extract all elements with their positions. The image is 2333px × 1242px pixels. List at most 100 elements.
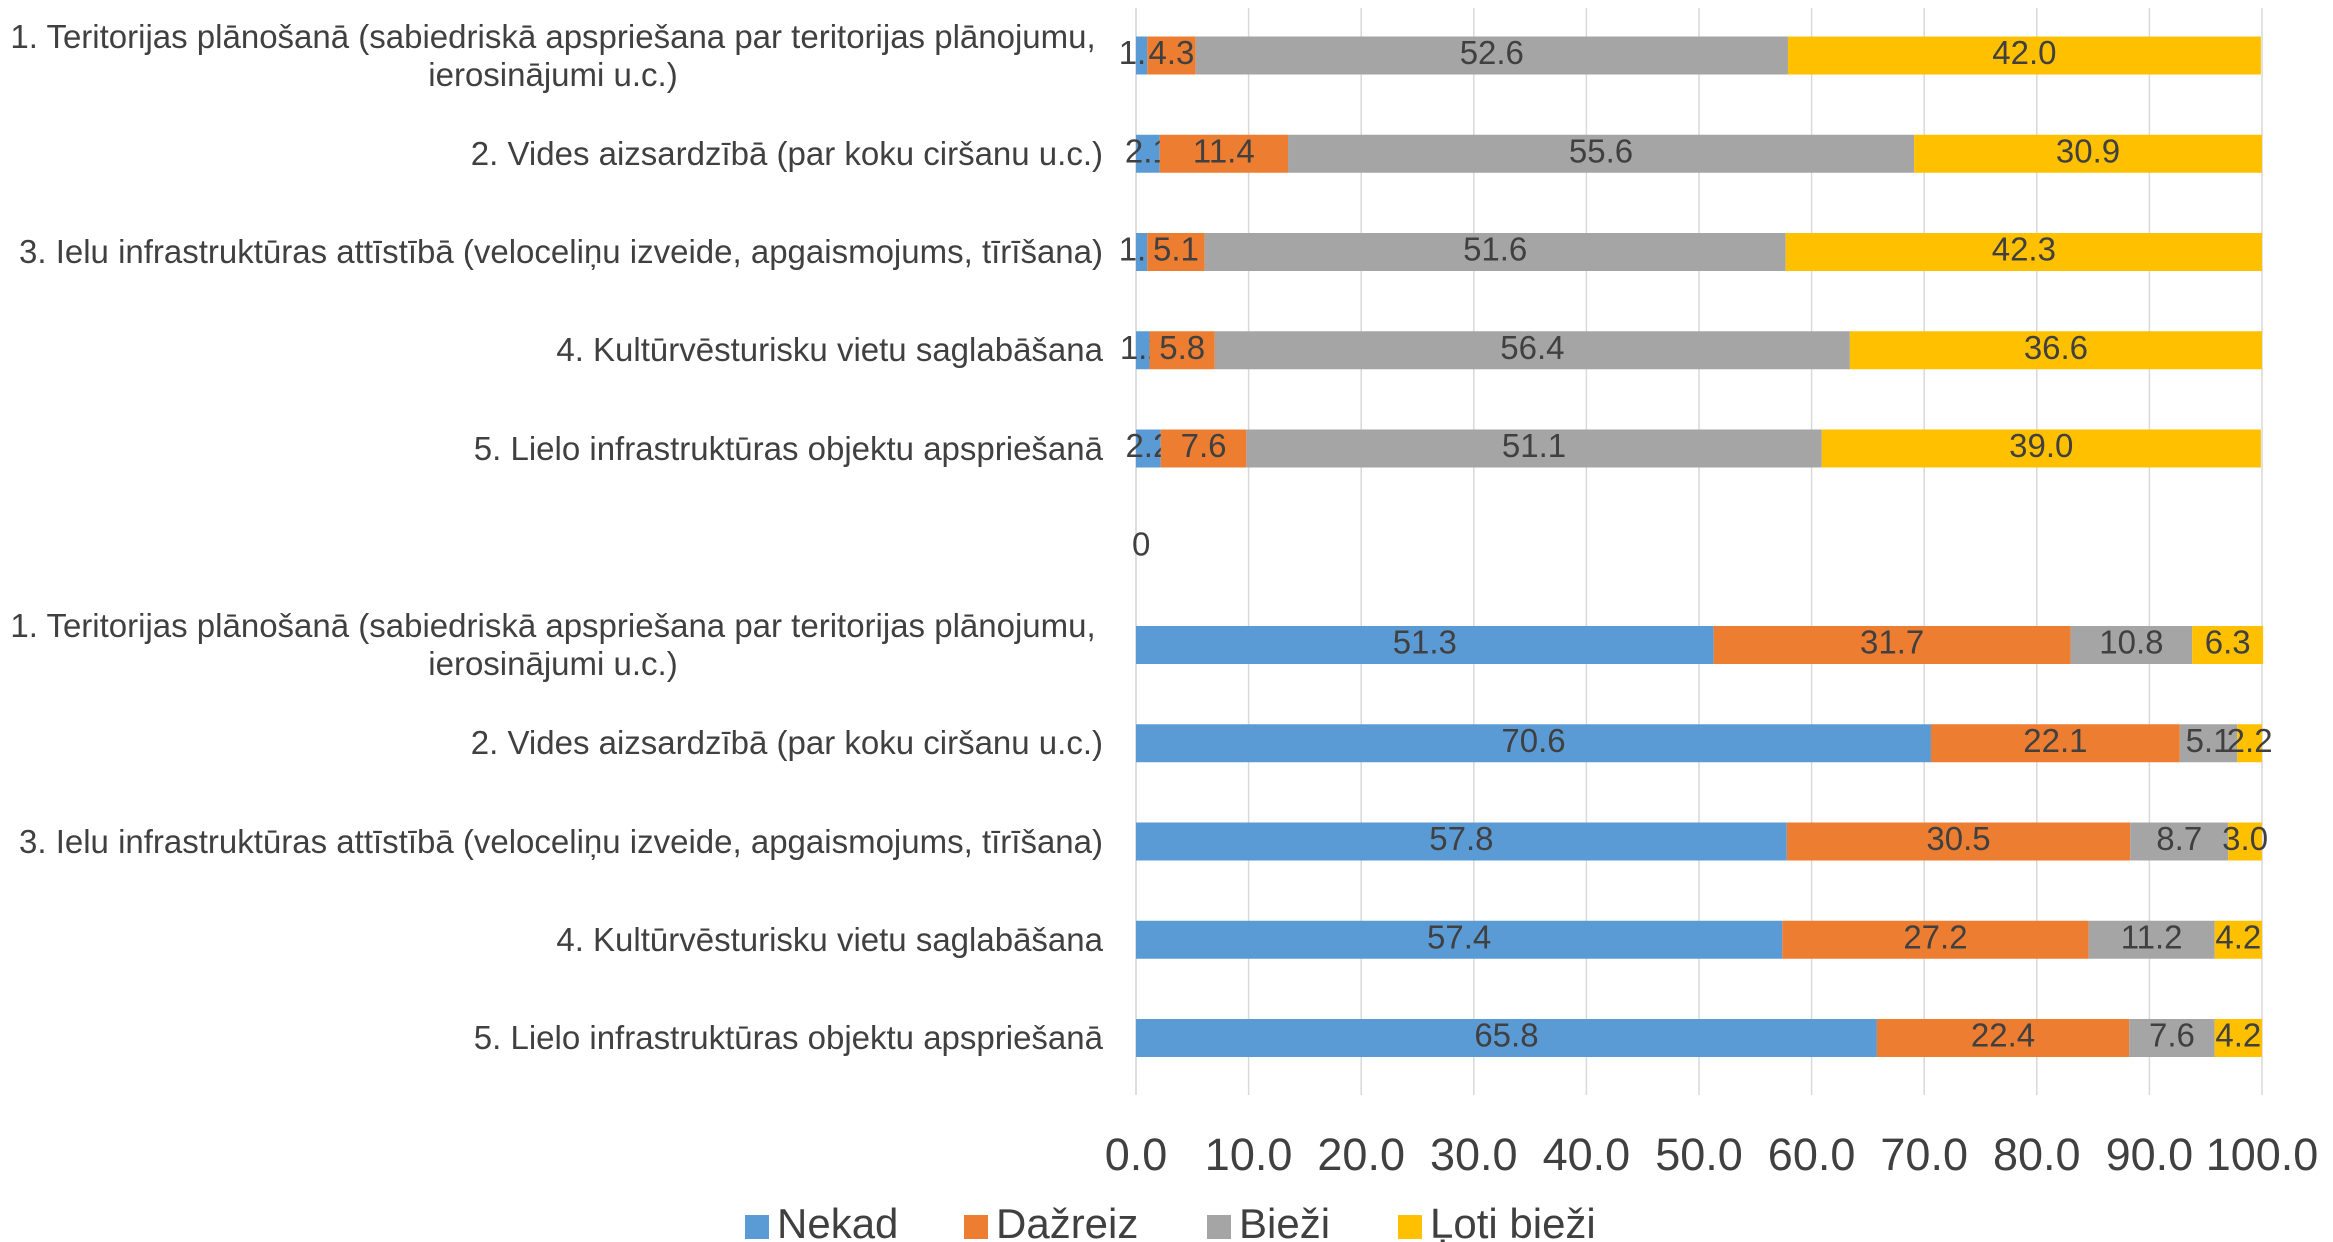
category-label: 2. Vides aizsardzībā (par koku ciršanu u… [470, 724, 1103, 762]
bar-segment [1159, 134, 1289, 173]
category-label: 3. Ielu infrastruktūras attīstībā (veloc… [19, 233, 1103, 270]
category-label: 4. Kultūrvēsturisku vietu saglabāšana [556, 331, 1103, 369]
x-tick-label: 100.0 [2206, 1129, 2319, 1180]
bar-segment [1288, 134, 1915, 173]
bar-segment [2214, 920, 2262, 959]
x-tick-label: 60.0 [1768, 1129, 1856, 1180]
bar-segment [2070, 626, 2193, 664]
category-label: 1. Teritorijas plānošanā (sabiedriskā ap… [10, 17, 1096, 93]
data-label: 5.1 [1153, 231, 1199, 268]
data-label: 22.4 [1971, 1017, 2035, 1054]
x-tick-label: 40.0 [1543, 1129, 1631, 1180]
data-label: 22.1 [2023, 722, 2087, 759]
bar-segment [1214, 331, 1850, 370]
bar-segment [1160, 429, 1247, 468]
x-tick-label: 0.0 [1105, 1129, 1168, 1180]
category-label: 1. Teritorijas plānošanā (sabiedriskā ap… [10, 607, 1096, 682]
data-label: 3.0 [2222, 820, 2268, 857]
legend-label: Dažreiz [996, 1200, 1138, 1242]
legend-swatch [745, 1215, 769, 1239]
bar-segment [1914, 134, 2262, 173]
data-label: 52.6 [1460, 34, 1524, 71]
bar-segment [1136, 134, 1160, 173]
category-label: 5. Lielo infrastruktūras objektu apsprie… [473, 1019, 1103, 1056]
legend-label: Ļoti bieži [1430, 1200, 1596, 1242]
data-label: 7.6 [2149, 1017, 2195, 1054]
data-label: 4.3 [1149, 34, 1195, 71]
data-label: 36.6 [2024, 329, 2088, 366]
bar-segment [1204, 233, 1786, 271]
bar-segment [2228, 822, 2262, 861]
data-label: 42.3 [1992, 231, 2056, 268]
category-label: 2. Vides aizsardzībā (par koku ciršanu u… [470, 134, 1103, 172]
data-label: 2.2 [2227, 722, 2273, 759]
x-tick-label: 30.0 [1430, 1129, 1518, 1180]
data-label: 51.1 [1502, 427, 1566, 464]
data-label: 11.2 [2121, 918, 2183, 955]
category-label: 3. Ielu infrastruktūras attīstībā (veloc… [19, 822, 1103, 860]
data-label: 30.5 [1926, 820, 1990, 857]
data-label: 4.2 [2215, 1017, 2261, 1054]
data-label: 11.4 [1193, 132, 1255, 169]
x-tick-label: 70.0 [1880, 1129, 1968, 1180]
data-label: 31.7 [1860, 624, 1924, 661]
data-label: 30.9 [2056, 132, 2120, 169]
bar-segment [2130, 822, 2229, 861]
data-label: 6.3 [2205, 624, 2251, 661]
bar-segment [2088, 920, 2215, 959]
data-label: 57.8 [1429, 820, 1493, 857]
data-label: 27.2 [1903, 918, 1967, 955]
bar-segment [1785, 233, 2262, 271]
bar-segment [1786, 822, 2131, 861]
bar-segment [1136, 36, 1148, 75]
data-label: 51.6 [1463, 231, 1527, 268]
bar-segment [1136, 331, 1150, 370]
bar-segment [1713, 626, 2071, 664]
data-label: 55.6 [1569, 132, 1633, 169]
data-label: 8.7 [2156, 820, 2202, 857]
bar-segment [1147, 233, 1205, 271]
data-label: 57.4 [1427, 918, 1491, 955]
data-label: 7.6 [1181, 427, 1227, 464]
bar-segment [1246, 429, 1822, 468]
data-label: 5.8 [1159, 329, 1205, 366]
x-tick-label: 20.0 [1317, 1129, 1405, 1180]
bar-segment [1136, 724, 1931, 763]
x-tick-label: 10.0 [1205, 1129, 1293, 1180]
data-label: 5.1 [2186, 722, 2232, 759]
bar-segment [2214, 1019, 2262, 1057]
bar-segment [1149, 331, 1215, 370]
bar-segment [1147, 36, 1196, 75]
legend-label: Bieži [1239, 1200, 1330, 1242]
bar-segment [1136, 233, 1148, 271]
bar-segment [1930, 724, 2180, 763]
bar-segment [1136, 429, 1161, 468]
category-label: 0 [1132, 525, 1150, 562]
bar-segment [2129, 1019, 2215, 1057]
bar-segment [1849, 331, 2262, 370]
bar-segment [2237, 724, 2262, 763]
legend-swatch [964, 1215, 988, 1239]
bar-segment [1821, 429, 2261, 468]
bar-segment [1782, 920, 2089, 959]
legend-swatch [1398, 1215, 1422, 1239]
bar-segment [1195, 36, 1788, 75]
category-label: 4. Kultūrvēsturisku vietu saglabāšana [556, 920, 1103, 958]
data-label: 70.6 [1501, 722, 1565, 759]
bar-segment [1136, 626, 1714, 664]
legend-label: Nekad [777, 1200, 898, 1242]
x-tick-label: 90.0 [2106, 1129, 2194, 1180]
bar-segment [2179, 724, 2238, 763]
data-label: 39.0 [2009, 427, 2073, 464]
legend-swatch [1207, 1215, 1231, 1239]
bar-segment [1876, 1019, 2130, 1057]
bar-segment [1136, 822, 1787, 861]
data-label: 10.8 [2099, 624, 2163, 661]
data-label: 4.2 [2215, 918, 2261, 955]
data-label: 42.0 [1992, 34, 2056, 71]
bar-segment [2192, 626, 2264, 664]
bar-segment [1136, 1019, 1877, 1057]
bar-segment [1787, 36, 2261, 75]
